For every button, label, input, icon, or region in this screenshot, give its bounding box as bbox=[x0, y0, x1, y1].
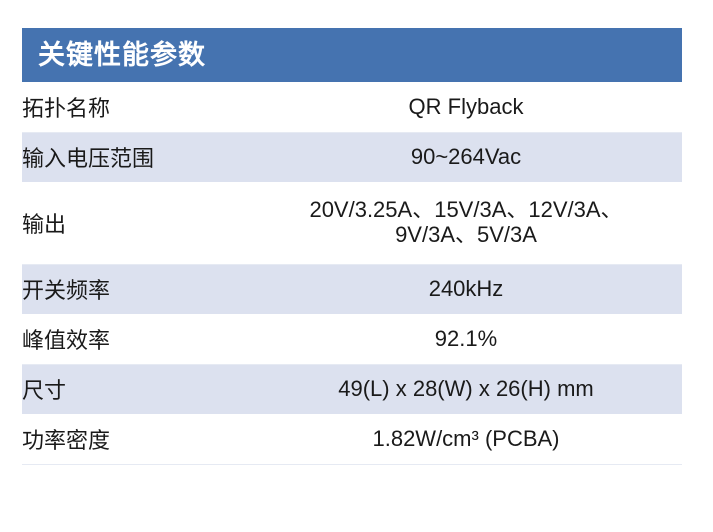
spec-value-dimensions: 49(L) x 28(W) x 26(H) mm bbox=[338, 376, 594, 402]
spec-label-peak-efficiency: 峰值效率 bbox=[22, 314, 250, 365]
table-row: 输入电压范围 90~264Vac bbox=[22, 132, 682, 182]
spec-value-output-line-2: 9V/3A、5V/3A bbox=[395, 221, 537, 247]
spec-value-topology: QR Flyback bbox=[250, 82, 682, 133]
table-row: 功率密度 1.82W/cm³ (PCBA) bbox=[22, 414, 682, 465]
page-title: 关键性能参数 bbox=[38, 39, 206, 70]
spec-value-peak-efficiency: 92.1% bbox=[250, 314, 682, 365]
card-header: 关键性能参数 bbox=[22, 28, 682, 82]
spec-label-output: 输出 bbox=[22, 182, 250, 265]
spec-label-switching-frequency: 开关频率 bbox=[22, 278, 111, 304]
spec-value-output-line-1: 20V/3.25A、15V/3A、12V/3A、 bbox=[309, 197, 623, 223]
spec-value-switching-frequency: 240kHz bbox=[428, 276, 504, 302]
spec-label-power-density: 功率密度 bbox=[22, 414, 250, 465]
spec-label-input-voltage-range: 输入电压范围 bbox=[22, 146, 155, 172]
spec-label-topology: 拓扑名称 bbox=[22, 82, 250, 133]
spec-value-power-density: 1.82W/cm³ (PCBA) bbox=[250, 414, 682, 465]
table-row: 尺寸 49(L) x 28(W) x 26(H) mm bbox=[22, 364, 682, 414]
spec-value-output: 20V/3.25A、15V/3A、12V/3A、 9V/3A、5V/3A bbox=[250, 182, 682, 265]
table-row: 输出 20V/3.25A、15V/3A、12V/3A、 9V/3A、5V/3A bbox=[22, 182, 682, 265]
table-body: 拓扑名称 QR Flyback 输入电压范围 90~264Vac 输出 20V/… bbox=[22, 82, 682, 465]
spec-label-dimensions: 尺寸 bbox=[22, 378, 67, 404]
table-row: 拓扑名称 QR Flyback bbox=[22, 82, 682, 133]
table-row: 峰值效率 92.1% bbox=[22, 314, 682, 365]
specification-table: 拓扑名称 QR Flyback 输入电压范围 90~264Vac 输出 20V/… bbox=[22, 82, 682, 465]
spec-value-input-voltage-range: 90~264Vac bbox=[410, 144, 522, 170]
table-row: 开关频率 240kHz bbox=[22, 264, 682, 314]
key-performance-parameters-card: 关键性能参数 拓扑名称 QR Flyback 输入电压范围 90~264Vac … bbox=[22, 28, 682, 465]
